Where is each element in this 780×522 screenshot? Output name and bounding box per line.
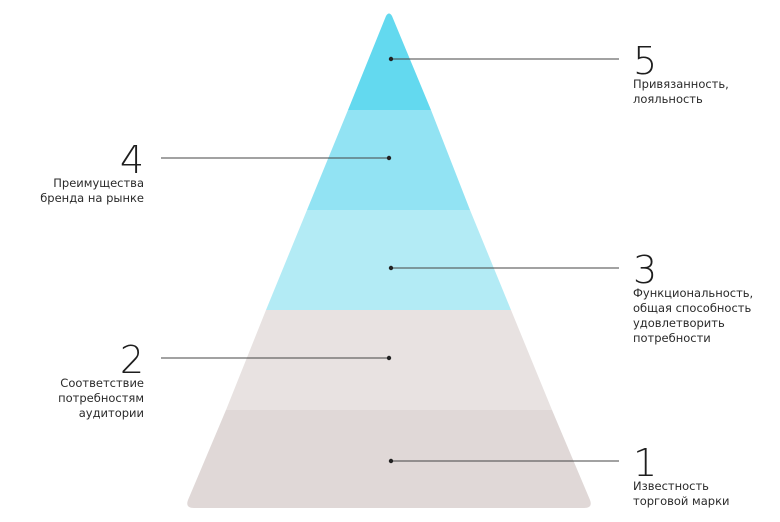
level-3-description: Функциональность, общая способность удов… — [633, 286, 754, 345]
level-1-number: 1 — [633, 441, 658, 485]
level-5-number: 5 — [633, 39, 658, 83]
level-3-number: 3 — [633, 248, 658, 292]
pyramid-tier-1 — [187, 410, 591, 508]
connector-dot-5 — [388, 56, 394, 62]
connector-dot-2 — [386, 355, 392, 361]
level-4-number: 4 — [119, 138, 144, 182]
connector-dot-1 — [388, 458, 394, 464]
pyramid-tier-3 — [266, 210, 511, 310]
connector-dot-4 — [386, 155, 392, 161]
level-4-description: Преимущества бренда на рынке — [40, 176, 144, 205]
pyramid-tier-5 — [348, 13, 431, 110]
connector-dot-3 — [388, 265, 394, 271]
level-1-description: Известность торговой марки — [633, 479, 730, 508]
level-5-description: Привязанность, лояльность — [633, 77, 729, 106]
level-2-number: 2 — [119, 338, 144, 382]
level-2-description: Соответствие потребностям аудитории — [58, 376, 144, 420]
